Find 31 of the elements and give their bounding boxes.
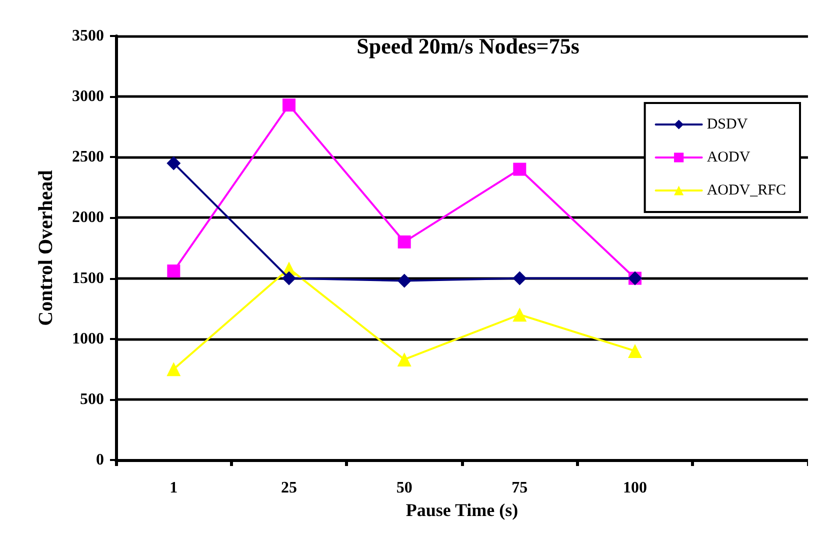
x-axis-title: Pause Time (s)	[406, 500, 518, 520]
point	[397, 352, 412, 366]
point	[282, 271, 296, 286]
y-tick-label: 1500	[72, 270, 104, 287]
point	[628, 344, 642, 358]
y-tick-label: 2500	[72, 148, 104, 166]
point	[397, 274, 412, 288]
y-axis-title: Control Overhead	[35, 170, 57, 326]
chart-title: Speed 20m/s Nodes=75s	[356, 34, 580, 58]
point	[167, 264, 180, 278]
x-tick-label: 50	[396, 480, 412, 496]
legend-label: DSDV	[706, 116, 748, 132]
point	[166, 156, 181, 170]
x-tick-label: 100	[623, 480, 647, 496]
point	[512, 308, 527, 322]
x-tick-label: 1	[170, 480, 178, 496]
y-tick-label: 0	[96, 452, 104, 468]
point	[166, 362, 181, 376]
y-tick-label: 3500	[72, 28, 104, 44]
x-tick-label: 75	[512, 480, 528, 496]
x-tick-label: 25	[281, 480, 297, 496]
y-tick-label: 3000	[72, 88, 104, 106]
y-tick-label: 2000	[72, 209, 104, 226]
point	[398, 235, 411, 248]
point	[512, 271, 527, 286]
point	[282, 98, 296, 112]
y-tick-label: 500	[80, 390, 104, 408]
legend-label: AODV_RFC	[706, 182, 786, 198]
legend-label: AODV	[706, 150, 750, 166]
point	[513, 162, 526, 176]
y-tick-label: 1000	[72, 330, 104, 348]
